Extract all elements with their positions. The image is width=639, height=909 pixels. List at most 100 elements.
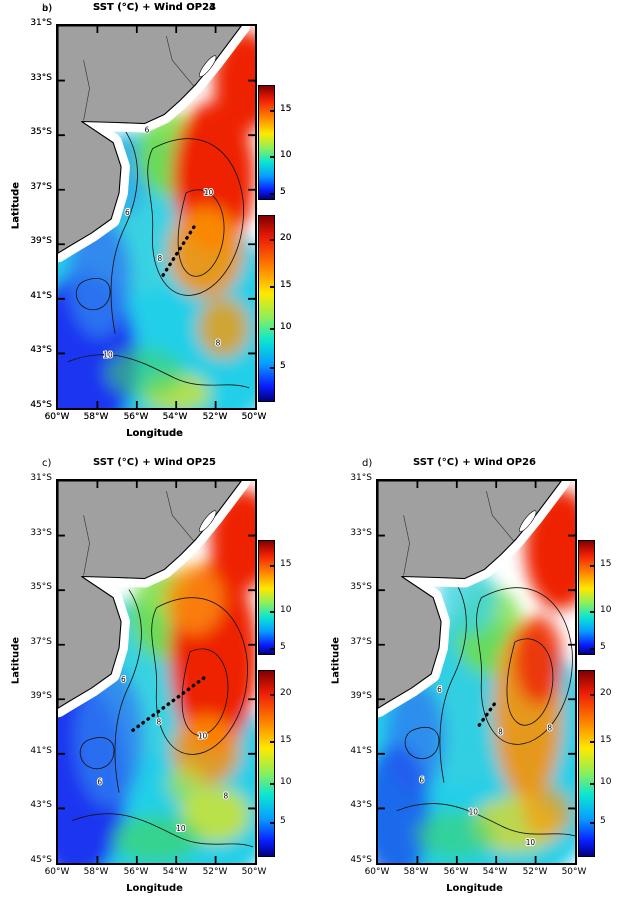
- colorbar-tick-label: 20: [280, 233, 292, 243]
- lon-tick-label: 58°W: [83, 412, 109, 422]
- plot-area: 6 6 8 10 8 10: [56, 24, 257, 410]
- colorbar-tick-label: 15: [280, 104, 292, 114]
- map-panel-b: 6 6 8 10 8 10: [58, 26, 255, 408]
- colorbar-tick-label: 10: [280, 322, 292, 332]
- sst-colorbar: [258, 670, 275, 857]
- lat-tick-label: 31°S: [30, 473, 52, 483]
- lon-tick-label: 54°W: [162, 412, 188, 422]
- sst-colorbar: [258, 215, 275, 402]
- contour-label: 8: [216, 339, 221, 348]
- contour-label: 8: [157, 254, 162, 263]
- sst-field: [58, 31, 255, 408]
- contour-label: 6: [121, 675, 126, 684]
- contour-label: 10: [204, 188, 214, 197]
- colorbar-tick-label: 15: [280, 559, 292, 569]
- lat-tick-label: 37°S: [30, 182, 52, 192]
- y-axis-label: Latitude: [10, 636, 22, 685]
- colorbar-tick-label: 10: [600, 605, 612, 615]
- lat-tick-label: 33°S: [30, 73, 52, 83]
- transect-dots: [476, 702, 496, 728]
- contour-label: 8: [223, 792, 228, 801]
- panel-letter: b): [42, 3, 53, 14]
- map-panel-d: 6 8 8 10 6 10: [378, 481, 575, 863]
- lon-tick-label: 50°W: [241, 412, 267, 422]
- transect-dots: [158, 225, 196, 282]
- contour-label: 8: [498, 727, 503, 736]
- lon-tick-label: 58°W: [83, 412, 109, 422]
- lon-tick-label: 56°W: [443, 867, 469, 877]
- lat-tick-label: 45°S: [30, 855, 52, 865]
- contour-label: 10: [198, 731, 208, 740]
- lon-tick-label: 56°W: [123, 412, 149, 422]
- lat-tick-label: 45°S: [30, 400, 52, 410]
- contour-label: 10: [176, 824, 186, 833]
- lat-tick-label: 33°S: [350, 528, 372, 538]
- lat-tick-label: 43°S: [30, 800, 52, 810]
- lagoon: [519, 510, 537, 533]
- panel-title: SST (°C) + Wind OP25: [92, 457, 217, 468]
- x-axis-label: Longitude: [126, 428, 183, 439]
- x-axis-label: Longitude: [446, 883, 503, 894]
- lon-tick-label: 52°W: [202, 412, 228, 422]
- panel-title: SST (°C) + Wind OP24: [92, 2, 217, 13]
- colorbar-tick-label: 5: [280, 642, 286, 652]
- wind-colorbar: [258, 540, 275, 655]
- lon-tick-label: 56°W: [123, 867, 149, 877]
- lon-tick-label: 60°W: [44, 867, 70, 877]
- lat-tick-label: 41°S: [30, 746, 52, 756]
- river-line: [403, 515, 410, 576]
- panel-letter: a): [42, 3, 53, 14]
- colorbar-tick-label: 15: [600, 559, 612, 569]
- wind-colorbar: [578, 540, 595, 655]
- border-line: [166, 35, 195, 87]
- lat-tick-label: 41°S: [350, 746, 372, 756]
- colorbar-tick-label: 5: [280, 816, 286, 826]
- colorbar-tick-label: 10: [280, 605, 292, 615]
- panel-title: SST (°C) + Wind OP26: [412, 457, 537, 468]
- colorbar-tick-label: 5: [280, 187, 286, 197]
- x-axis-label: Longitude: [126, 883, 183, 894]
- colorbar-tick-label: 20: [600, 688, 612, 698]
- wind-colorbar: [258, 85, 275, 200]
- contour-label: 6: [97, 778, 102, 787]
- lat-tick-label: 33°S: [30, 528, 52, 538]
- colorbar-tick-label: 5: [280, 187, 286, 197]
- lat-tick-label: 37°S: [30, 182, 52, 192]
- colorbar-tick-label: 10: [280, 777, 292, 787]
- lat-tick-label: 31°S: [30, 18, 52, 28]
- lon-tick-label: 54°W: [162, 867, 188, 877]
- lon-tick-label: 60°W: [44, 412, 70, 422]
- lat-tick-label: 43°S: [30, 345, 52, 355]
- lat-tick-label: 45°S: [30, 400, 52, 410]
- x-axis-label: Longitude: [126, 428, 183, 439]
- colorbar-tick-label: 15: [280, 104, 292, 114]
- contour-label: 6: [125, 208, 130, 217]
- border-line: [486, 490, 515, 542]
- lat-tick-label: 31°S: [350, 473, 372, 483]
- contour-label: 10: [103, 351, 113, 360]
- y-axis-label: Latitude: [330, 636, 342, 685]
- contour-label: 6: [419, 776, 424, 785]
- lon-tick-label: 60°W: [44, 412, 70, 422]
- colorbar-tick-label: 15: [280, 280, 292, 290]
- sst-colorbar: [578, 670, 595, 857]
- colorbar-tick-label: 20: [280, 688, 292, 698]
- plot-area: 6 8 10 8 6 10: [56, 479, 257, 865]
- border-line: [166, 490, 195, 542]
- panel-letter: c): [42, 458, 52, 469]
- colorbar-tick-label: 10: [600, 777, 612, 787]
- lon-tick-label: 52°W: [202, 412, 228, 422]
- lat-tick-label: 43°S: [30, 345, 52, 355]
- contour-label: 8: [547, 723, 552, 732]
- lon-tick-label: 58°W: [83, 867, 109, 877]
- lon-tick-label: 54°W: [482, 867, 508, 877]
- colorbar-tick-label: 20: [280, 233, 292, 243]
- panel-title: SST (°C) + Wind OP23: [92, 2, 217, 13]
- lat-tick-label: 39°S: [30, 236, 52, 246]
- colorbar-tick-label: 15: [280, 280, 292, 290]
- panel-c: c) SST (°C) + Wind OP25: [0, 455, 319, 909]
- map-panel-c: 6 8 10 8 6 10: [58, 481, 255, 863]
- lon-tick-label: 60°W: [364, 867, 390, 877]
- panel-letter: d): [362, 458, 373, 469]
